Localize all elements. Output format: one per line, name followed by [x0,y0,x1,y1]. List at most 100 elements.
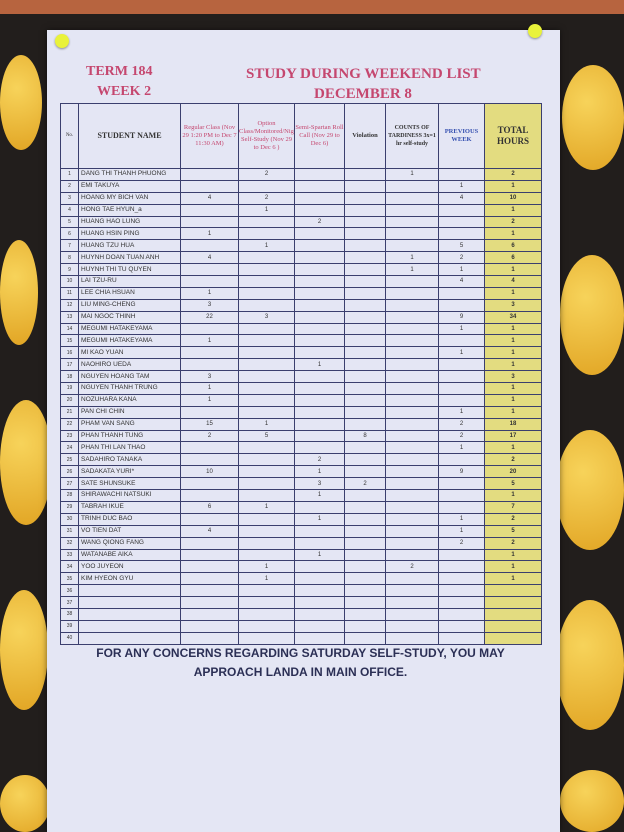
cell-regular-class [180,572,239,586]
cell-total-hours [484,607,542,621]
table-row: 37 [60,596,542,609]
cell-tardiness [385,382,439,395]
cell-option-class: 3 [238,310,295,324]
cell-roll-call [294,168,345,181]
cell-row-number: 25 [60,453,79,467]
cell-regular-class: 3 [180,370,239,384]
cell-option-class [238,215,295,229]
cell-student-name: MAI NGOC THINH [78,310,181,324]
cell-regular-class [180,322,239,336]
table-row: 31 VO TIEN DAT 4 1 5 [60,524,542,538]
cell-violation: 2 [344,477,386,491]
cell-violation [344,500,386,514]
term-label: TERM 184 [86,64,153,79]
cell-previous-week [438,631,485,645]
cell-tardiness [385,346,439,360]
table-row: 14 MEGUMI HATAKEYAMA 1 1 [60,322,542,336]
cell-option-class [238,334,295,348]
footer-note-line2: APPROACH LANDA IN MAIN OFFICE. [193,665,408,679]
cell-option-class [238,453,295,467]
cell-regular-class: 1 [180,334,239,348]
cell-previous-week [438,584,485,598]
cell-tardiness [385,370,439,384]
cell-tardiness [385,441,439,455]
table-row: 26 SADAKATA YURI* 10 1 9 20 [60,465,542,479]
cell-violation [344,203,386,217]
cell-previous-week [438,548,485,562]
cell-option-class [238,596,295,609]
cell-student-name: EMI TAKUYA [78,179,181,193]
cell-roll-call [294,310,345,324]
cell-violation [344,215,386,229]
cell-regular-class: 1 [180,227,239,241]
cell-violation [344,358,386,372]
cell-student-name: LAI TZU-RU [78,275,181,288]
table-row: 24 PHAN THI LAN THAO 1 1 [60,441,542,455]
cell-student-name [78,596,181,609]
table-row: 30 TRINH DUC BAO 1 1 2 [60,512,542,526]
cell-total-hours: 5 [484,524,542,538]
emoji-decoration [556,430,624,550]
cell-roll-call [294,572,345,586]
cell-option-class: 1 [238,203,295,217]
cell-roll-call [294,560,345,574]
cell-previous-week [438,453,485,467]
cell-previous-week: 2 [438,417,485,431]
cell-total-hours: 1 [484,405,542,419]
cell-violation [344,607,386,621]
table-row: 33 WATANABE AIKA 1 1 [60,548,542,562]
col-regular-class: Regular Class (Nov 29 1:20 PM to Dec 7 1… [180,103,239,169]
cell-roll-call [294,227,345,241]
cell-tardiness [385,227,439,241]
cell-row-number: 11 [60,286,79,300]
cell-regular-class: 1 [180,393,239,407]
cell-regular-class [180,263,239,277]
cell-roll-call: 1 [294,465,345,479]
cell-row-number: 4 [60,203,79,217]
cell-option-class [238,584,295,598]
cell-total-hours: 1 [484,441,542,455]
cell-option-class [238,524,295,538]
cell-student-name: PHAM VAN SANG [78,417,181,431]
cell-student-name [78,607,181,621]
cell-option-class [238,477,295,491]
cell-student-name: MEGUMI HATAKEYAMA [78,334,181,348]
cell-regular-class [180,489,239,502]
emoji-decoration [0,775,50,832]
cell-previous-week: 1 [438,263,485,277]
cell-option-class: 1 [238,500,295,514]
cell-roll-call [294,429,345,443]
cell-student-name: MI KAO YUAN [78,346,181,360]
cell-student-name: NGUYEN HOANG TAM [78,370,181,384]
cell-violation [344,536,386,550]
cell-regular-class: 22 [180,310,239,324]
cell-previous-week: 5 [438,239,485,253]
cell-student-name: SADAKATA YURI* [78,465,181,479]
cell-previous-week: 4 [438,275,485,288]
pushpin-icon [55,34,69,48]
cell-roll-call [294,393,345,407]
cell-regular-class: 10 [180,465,239,479]
cell-option-class: 1 [238,560,295,574]
cell-roll-call [294,607,345,621]
cell-previous-week: 1 [438,405,485,419]
col-tardiness: COUNTS OF TARDINESS 3x=1 hr self-study [385,103,439,169]
col-previous-week: PREVIOUS WEEK [438,103,485,169]
cell-previous-week: 4 [438,191,485,205]
cell-roll-call: 2 [294,453,345,467]
cell-tardiness [385,429,439,443]
cell-total-hours: 1 [484,358,542,372]
cell-student-name [78,619,181,633]
table-row: 25 SADAHIRO TANAKA 2 2 [60,453,542,467]
cell-total-hours: 1 [484,572,542,586]
cell-option-class [238,441,295,455]
cell-tardiness [385,310,439,324]
cell-row-number: 35 [60,572,79,586]
cell-row-number: 5 [60,215,79,229]
cell-option-class [238,536,295,550]
cell-violation [344,441,386,455]
cell-tardiness: 1 [385,251,439,265]
cell-previous-week [438,607,485,621]
cell-violation [344,465,386,479]
cell-tardiness [385,536,439,550]
